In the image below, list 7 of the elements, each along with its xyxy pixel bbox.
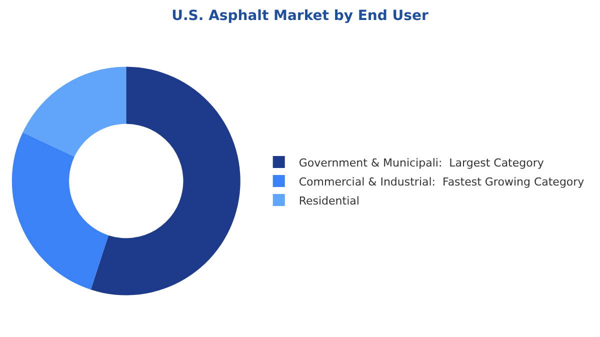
donut-slice — [22, 66, 126, 157]
chart-title: U.S. Asphalt Market by End User — [172, 8, 428, 24]
legend-label: Residential — [298, 194, 360, 208]
donut-slice — [12, 132, 108, 290]
legend-label: Government & Municipali: Largest Category — [298, 156, 544, 170]
legend-label: Commercial & Industrial: Fastest Growing Category — [298, 175, 585, 188]
donut-slice — [90, 66, 240, 296]
